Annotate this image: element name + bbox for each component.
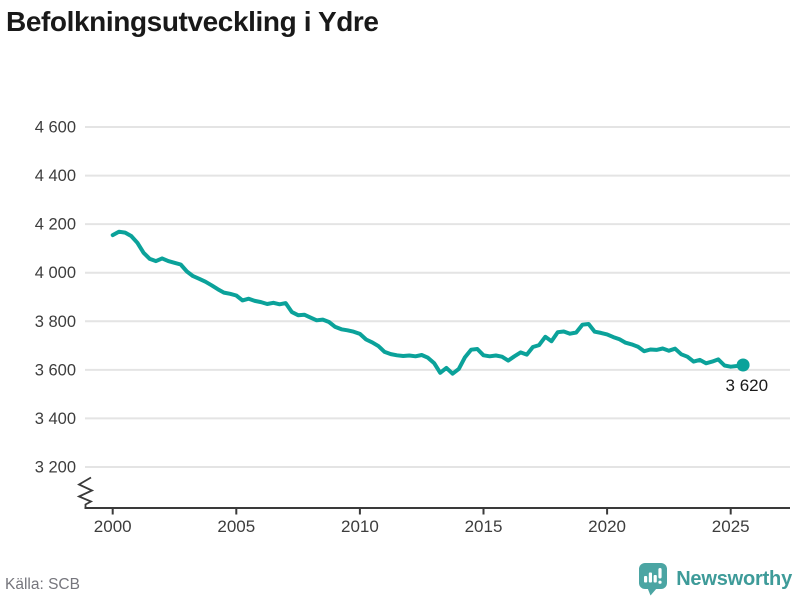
y-tick-label: 3 600 (35, 361, 76, 379)
y-tick-label: 4 000 (35, 264, 76, 282)
population-line (110, 229, 746, 376)
source-label: Källa: SCB (5, 576, 80, 593)
x-tick-label: 2015 (465, 517, 503, 536)
population-line-chart: 4 600 4 400 4 200 4 000 3 800 3 600 3 400 3 200… (35, 119, 790, 536)
x-tick-label: 2005 (217, 517, 255, 536)
y-tick-label: 3 400 (35, 410, 76, 428)
end-point-dot (736, 358, 750, 372)
y-tick-label: 4 600 (35, 119, 76, 137)
y-tick-label: 4 200 (35, 216, 76, 234)
y-axis-break-icon (76, 476, 95, 508)
end-value-label: 3 620 (726, 376, 769, 395)
y-tick-label: 3 200 (35, 459, 76, 477)
x-tick-label: 2010 (341, 517, 379, 536)
newsworthy-wordmark: Newsworthy (676, 567, 792, 590)
newsworthy-logo: Newsworthy (638, 561, 792, 597)
x-tick-label: 2000 (94, 517, 132, 536)
newsworthy-bubble-chart-icon (639, 563, 668, 596)
y-tick-label: 3 800 (35, 313, 76, 331)
y-tick-label: 4 400 (35, 167, 76, 185)
x-tick-label: 2025 (712, 517, 750, 536)
x-tick-label: 2020 (588, 517, 626, 536)
chart-title: Befolkningsutveckling i Ydre (6, 6, 379, 37)
